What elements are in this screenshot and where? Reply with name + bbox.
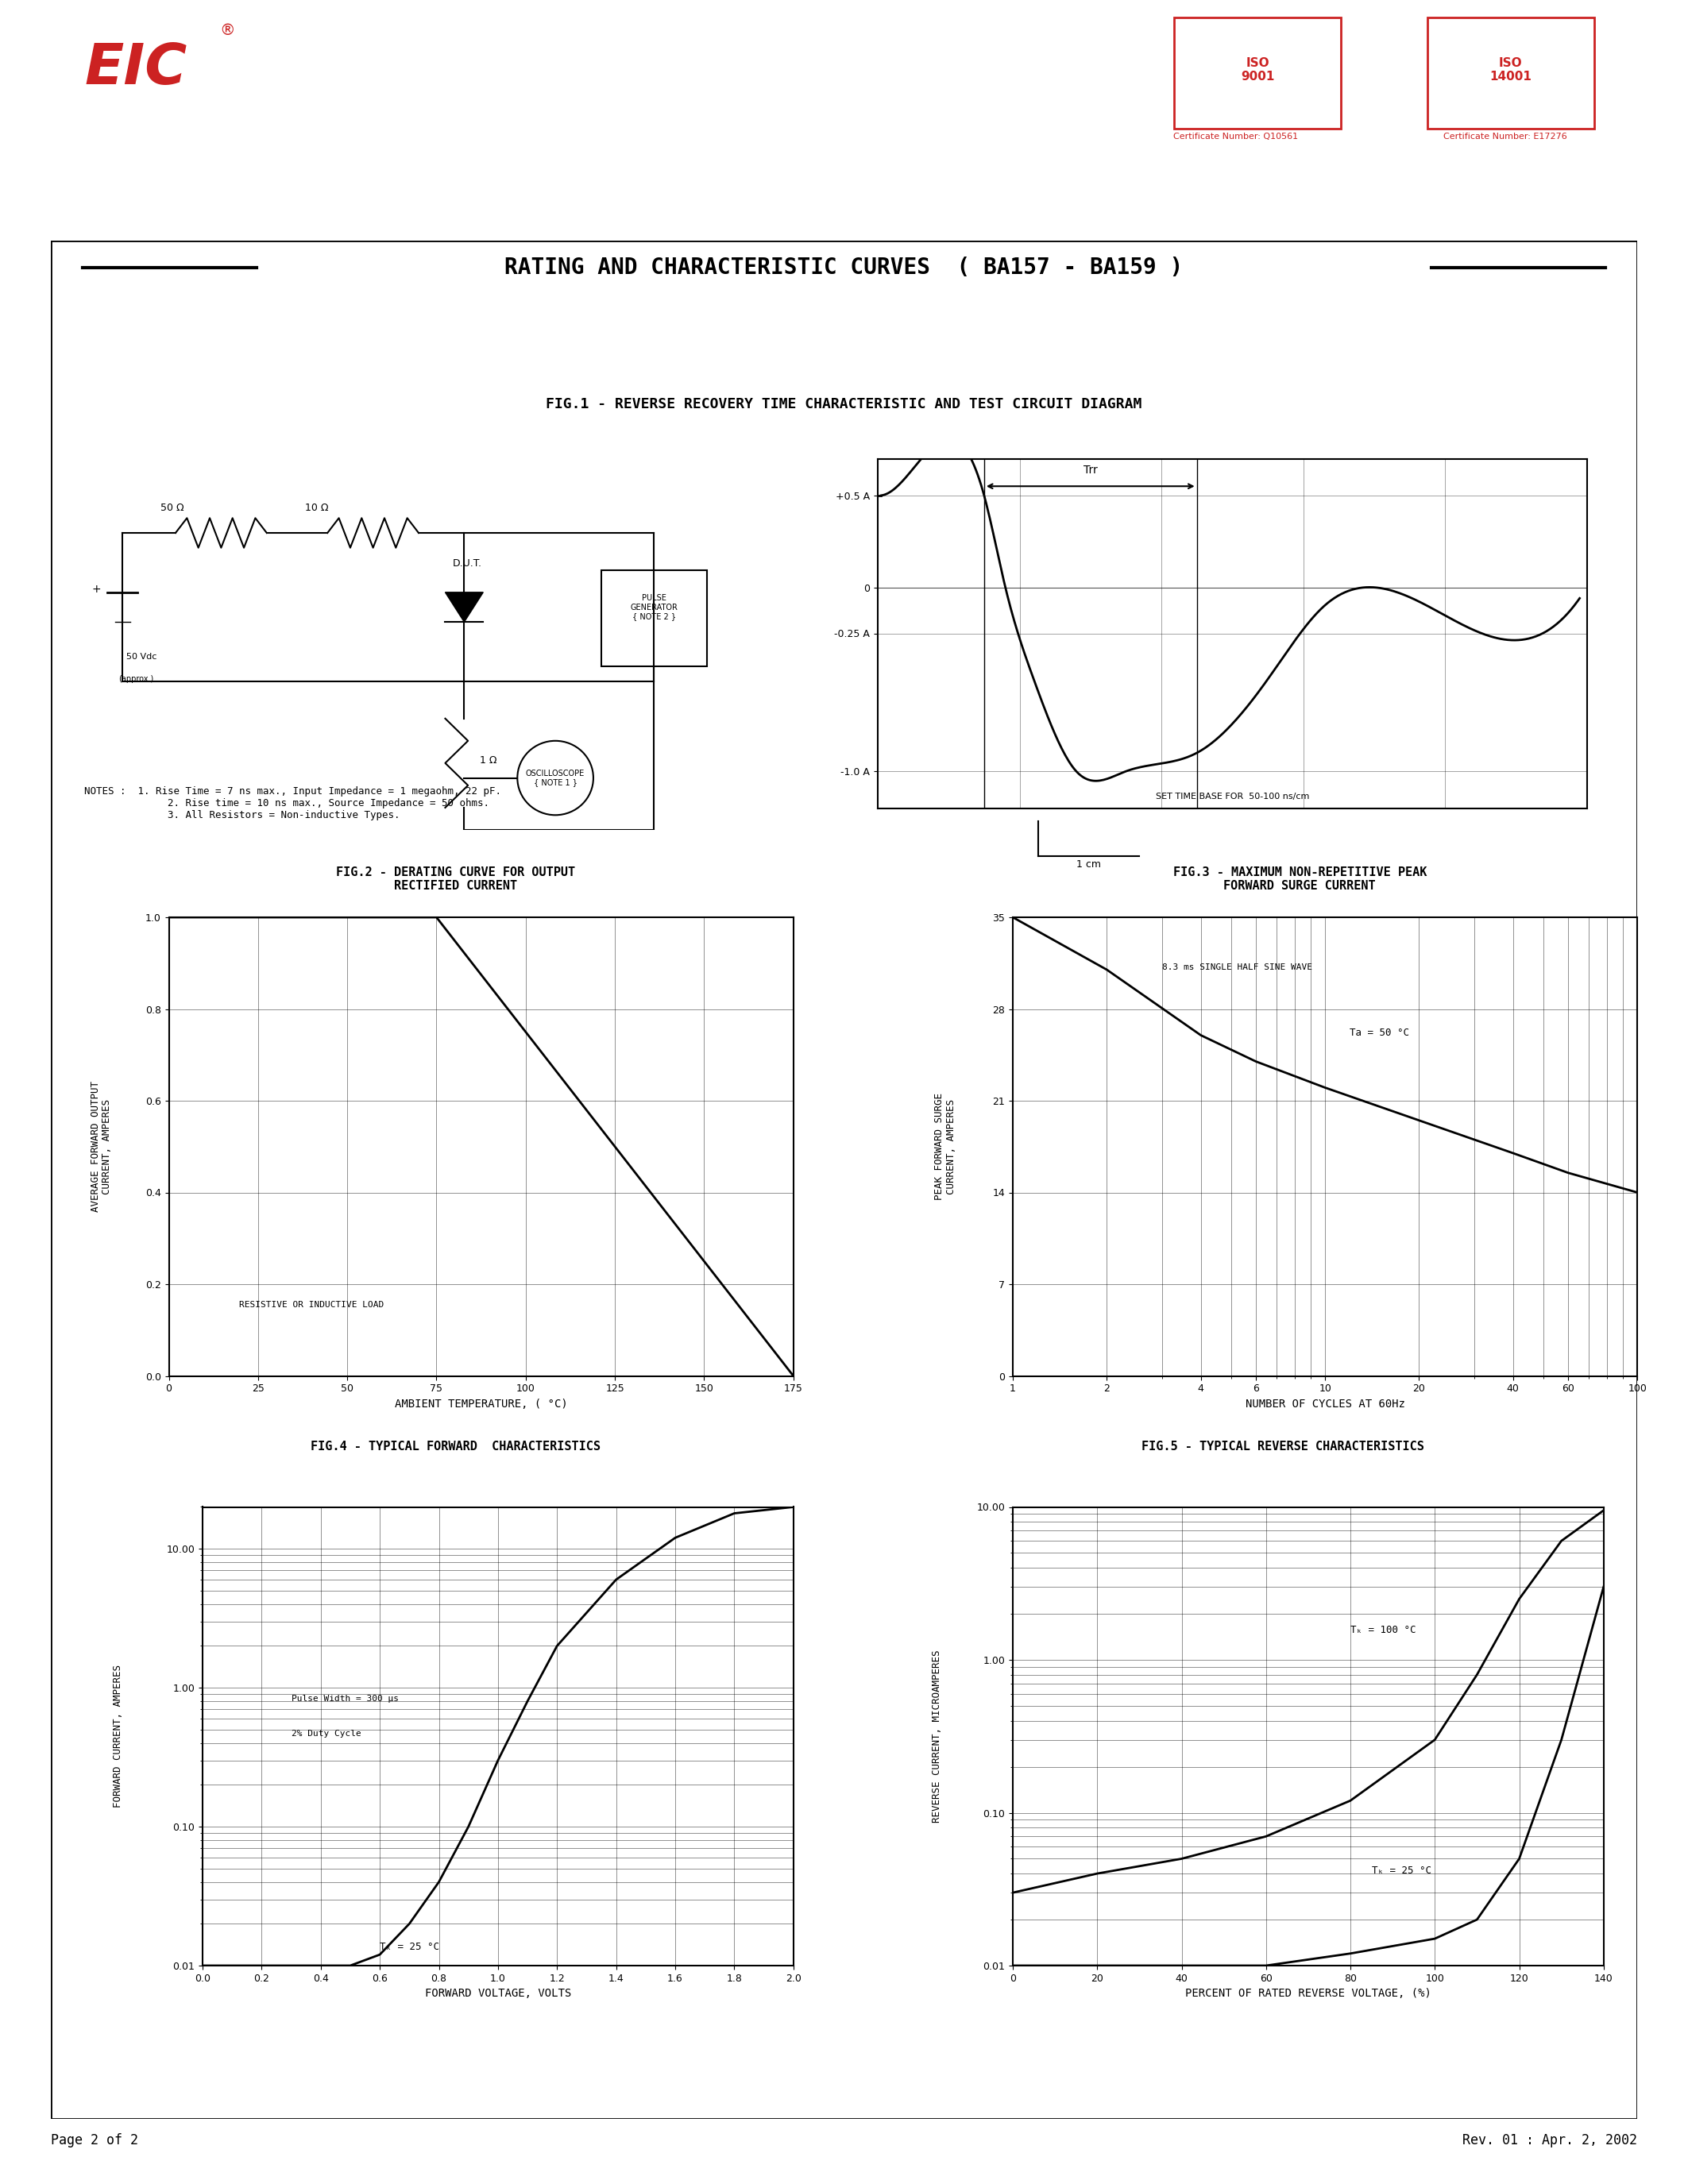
Text: Tₖ = 25 °C: Tₖ = 25 °C bbox=[1371, 1865, 1431, 1876]
X-axis label: AMBIENT TEMPERATURE, ( °C): AMBIENT TEMPERATURE, ( °C) bbox=[395, 1398, 567, 1409]
Text: FORWARD CURRENT, AMPERES: FORWARD CURRENT, AMPERES bbox=[113, 1664, 123, 1808]
Text: 50 Ω: 50 Ω bbox=[160, 502, 184, 513]
Text: RESISTIVE OR INDUCTIVE LOAD: RESISTIVE OR INDUCTIVE LOAD bbox=[240, 1302, 383, 1308]
Text: NOTES :  1. Rise Time = 7 ns max., Input Impedance = 1 megaohm, 22 pF.
         : NOTES : 1. Rise Time = 7 ns max., Input … bbox=[84, 786, 501, 821]
Text: +: + bbox=[91, 583, 101, 594]
Bar bbox=[1175, 17, 1340, 129]
Text: 1 Ω: 1 Ω bbox=[479, 756, 496, 764]
Bar bbox=[601, 570, 707, 666]
Text: ISO
14001: ISO 14001 bbox=[1491, 57, 1531, 83]
Text: 10 Ω: 10 Ω bbox=[304, 502, 327, 513]
Text: RATING AND CHARACTERISTIC CURVES  ( BA157 - BA159 ): RATING AND CHARACTERISTIC CURVES ( BA157… bbox=[505, 256, 1183, 280]
Text: REVERSE CURRENT, MICROAMPERES: REVERSE CURRENT, MICROAMPERES bbox=[932, 1649, 942, 1824]
Text: ISO
9001: ISO 9001 bbox=[1241, 57, 1274, 83]
Text: OSCILLOSCOPE
{ NOTE 1 }: OSCILLOSCOPE { NOTE 1 } bbox=[527, 769, 584, 786]
Text: FIG.2 - DERATING CURVE FOR OUTPUT
RECTIFIED CURRENT: FIG.2 - DERATING CURVE FOR OUTPUT RECTIF… bbox=[336, 867, 576, 891]
X-axis label: FORWARD VOLTAGE, VOLTS: FORWARD VOLTAGE, VOLTS bbox=[425, 1987, 571, 1998]
Text: 1 cm: 1 cm bbox=[1077, 858, 1101, 869]
Text: 50 Vdc: 50 Vdc bbox=[127, 653, 157, 662]
Text: FIG.1 - REVERSE RECOVERY TIME CHARACTERISTIC AND TEST CIRCUIT DIAGRAM: FIG.1 - REVERSE RECOVERY TIME CHARACTERI… bbox=[545, 397, 1143, 411]
Text: Trr: Trr bbox=[1084, 465, 1097, 476]
Text: SET TIME BASE FOR  50-100 ns/cm: SET TIME BASE FOR 50-100 ns/cm bbox=[1155, 793, 1310, 802]
X-axis label: PERCENT OF RATED REVERSE VOLTAGE, (%): PERCENT OF RATED REVERSE VOLTAGE, (%) bbox=[1185, 1987, 1431, 1998]
Text: 8.3 ms SINGLE HALF SINE WAVE: 8.3 ms SINGLE HALF SINE WAVE bbox=[1161, 963, 1312, 972]
Text: Rev. 01 : Apr. 2, 2002: Rev. 01 : Apr. 2, 2002 bbox=[1462, 2134, 1637, 2147]
Text: Tₖ = 100 °C: Tₖ = 100 °C bbox=[1350, 1625, 1416, 1636]
Text: Ta = 50 °C: Ta = 50 °C bbox=[1350, 1026, 1409, 1037]
Text: 2% Duty Cycle: 2% Duty Cycle bbox=[292, 1730, 361, 1738]
X-axis label: NUMBER OF CYCLES AT 60Hz: NUMBER OF CYCLES AT 60Hz bbox=[1246, 1398, 1404, 1409]
Polygon shape bbox=[446, 592, 483, 622]
Text: Certificate Number: E17276: Certificate Number: E17276 bbox=[1443, 133, 1566, 140]
Text: Tₖ = 25 °C: Tₖ = 25 °C bbox=[380, 1942, 439, 1952]
Text: FIG.4 - TYPICAL FORWARD  CHARACTERISTICS: FIG.4 - TYPICAL FORWARD CHARACTERISTICS bbox=[311, 1441, 601, 1452]
Bar bbox=[1428, 17, 1593, 129]
Text: Page 2 of 2: Page 2 of 2 bbox=[51, 2134, 138, 2147]
Text: FIG.3 - MAXIMUM NON-REPETITIVE PEAK
FORWARD SURGE CURRENT: FIG.3 - MAXIMUM NON-REPETITIVE PEAK FORW… bbox=[1173, 867, 1426, 891]
Text: D.U.T.: D.U.T. bbox=[452, 559, 483, 568]
Text: Certificate Number: Q10561: Certificate Number: Q10561 bbox=[1173, 133, 1298, 140]
Text: EIC: EIC bbox=[84, 41, 187, 96]
Text: (approx.): (approx.) bbox=[118, 675, 154, 684]
Text: PEAK FORWARD SURGE
CURRENT, AMPERES: PEAK FORWARD SURGE CURRENT, AMPERES bbox=[933, 1092, 957, 1201]
Text: Pulse Width = 300 μs: Pulse Width = 300 μs bbox=[292, 1695, 398, 1704]
Text: ®: ® bbox=[219, 24, 235, 37]
Text: AVERAGE FORWARD OUTPUT
CURRENT, AMPERES: AVERAGE FORWARD OUTPUT CURRENT, AMPERES bbox=[89, 1081, 113, 1212]
Text: PULSE
GENERATOR
{ NOTE 2 }: PULSE GENERATOR { NOTE 2 } bbox=[630, 594, 679, 620]
Text: FIG.5 - TYPICAL REVERSE CHARACTERISTICS: FIG.5 - TYPICAL REVERSE CHARACTERISTICS bbox=[1141, 1441, 1425, 1452]
